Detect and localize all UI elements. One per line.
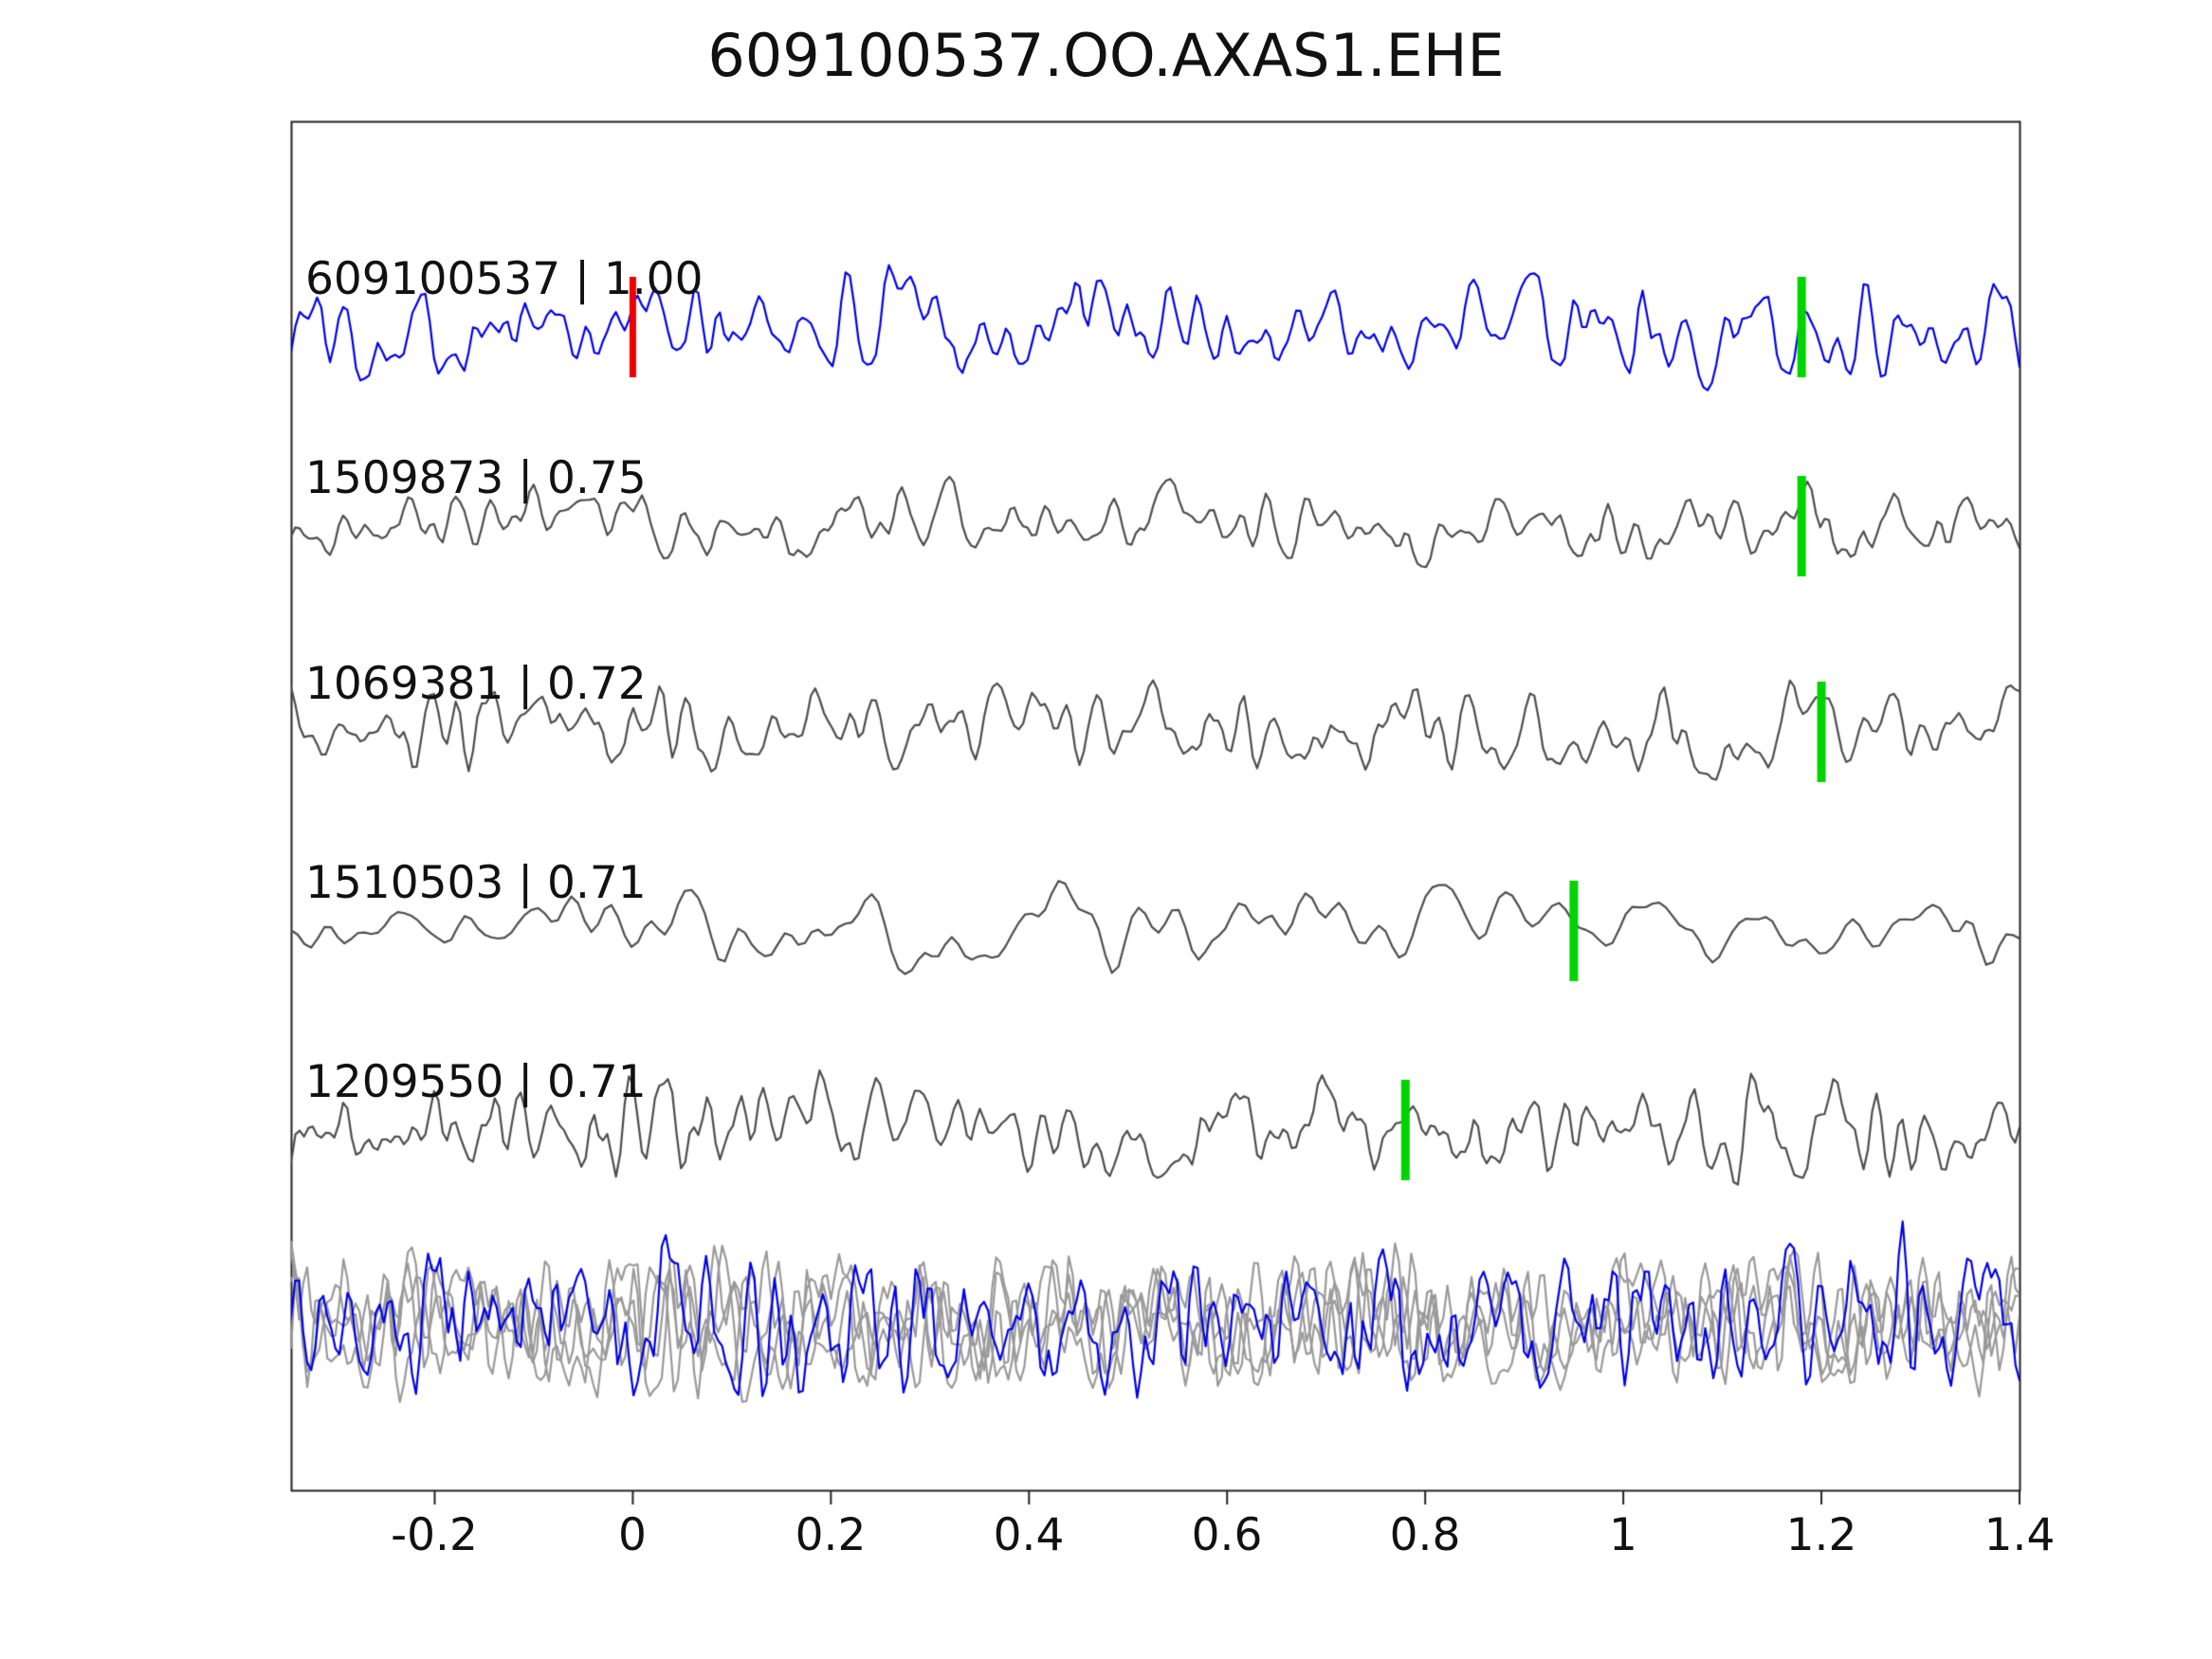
chart-title: 609100537.OO.AXAS1.EHE bbox=[707, 21, 1505, 90]
x-tick-label: 1.2 bbox=[1785, 1509, 1857, 1561]
x-tick-label: 0.2 bbox=[795, 1509, 867, 1561]
x-tick-label: 1 bbox=[1609, 1509, 1637, 1561]
trace-label-match-4: 1209550 | 0.71 bbox=[305, 1056, 647, 1108]
trace-label-match-1: 1509873 | 0.75 bbox=[305, 452, 647, 504]
x-tick-label: 1.4 bbox=[1983, 1509, 2056, 1561]
x-tick-label: 0.8 bbox=[1389, 1509, 1461, 1561]
x-tick-label: 0.4 bbox=[993, 1509, 1065, 1561]
x-tick-label: 0.6 bbox=[1191, 1509, 1263, 1561]
x-tick-label: 0 bbox=[618, 1509, 647, 1561]
trace-label-match-2: 1069381 | 0.72 bbox=[305, 658, 647, 710]
trace-label-reference: 609100537 | 1.00 bbox=[305, 253, 704, 305]
trace-label-match-3: 1510503 | 0.71 bbox=[305, 857, 647, 909]
x-tick-label: -0.2 bbox=[391, 1509, 478, 1561]
